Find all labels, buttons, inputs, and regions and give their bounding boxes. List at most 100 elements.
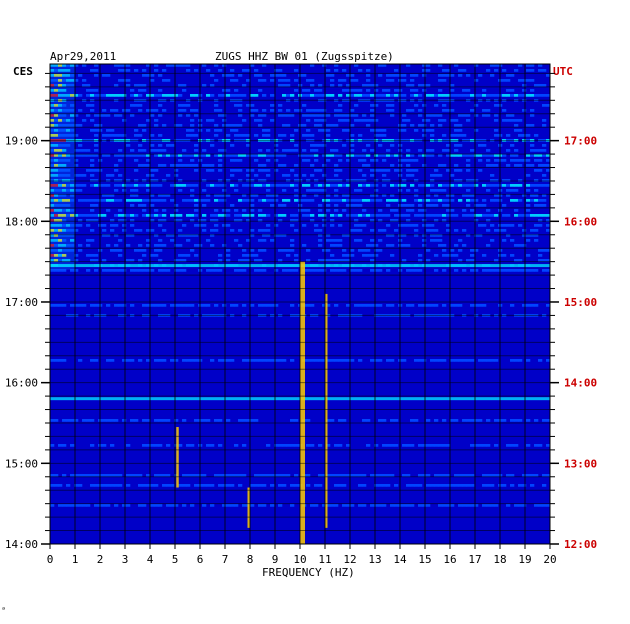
spectrogram-cell [114,84,119,87]
spectrogram-cell [158,149,163,152]
spectrogram-cell [454,94,459,97]
spectrogram-cell [238,179,243,182]
spectrogram-cell [378,269,383,272]
spectrogram-cell [134,214,139,217]
spectrogram-cell [358,184,363,187]
spectrogram-cell [382,474,387,477]
spectrogram-area [49,63,551,545]
spectrogram-cell [358,249,363,252]
spectrogram-cell [266,149,271,152]
spectrogram-cell [242,419,247,422]
spectrogram-cell [466,94,471,97]
spectrogram-cell [442,204,447,207]
spectrogram-cell [454,129,459,132]
spectrogram-cell [446,229,451,232]
spectrogram-cell [462,484,467,487]
spectrogram-cell [110,359,115,362]
spectrogram-cell [546,359,551,362]
spectrogram-cell [450,154,455,157]
spectrogram-cell [322,259,327,262]
spectrogram-cell [114,169,119,172]
spectrogram-cell [390,359,395,362]
spectrogram-cell [514,504,519,507]
spectrogram-cell [62,359,67,362]
spectrogram-cell [58,129,63,132]
spectral-line [247,487,250,528]
spectrogram-cell [374,184,379,187]
spectrogram-cell [366,89,371,92]
spectrogram-cell [150,194,155,197]
spectrogram-cell [318,209,323,212]
spectrogram-cell [166,194,171,197]
spectrogram-cell [422,199,427,202]
spectrogram-cell [426,304,431,307]
spectrogram-cell [78,359,83,362]
spectrogram-cell [306,189,311,192]
spectrogram-cell [366,144,371,147]
x-tick-label: 12 [343,553,356,566]
spectrogram-cell [418,84,423,87]
spectrogram-cell [470,249,475,252]
spectrogram-cell [190,249,195,252]
spectrogram-cell [426,444,431,447]
spectrogram-cell [222,149,227,152]
spectrogram-cell [406,444,411,447]
spectrogram-cell [362,214,367,217]
spectrogram-cell [90,214,95,217]
spectrogram-cell [154,244,159,247]
spectrogram-cell [390,79,395,82]
spectrogram-cell [290,484,295,487]
spectrogram-cell [114,244,119,247]
spectrogram-cell [206,199,211,202]
spectrogram-cell [326,94,331,97]
spectrogram-cell [74,134,79,137]
spectrogram-cell [254,109,259,112]
spectrogram-cell [486,69,491,72]
spectrogram-cell [326,204,331,207]
spectrogram-cell [74,174,79,177]
spectrogram-cell [394,419,399,422]
spectrogram-cell [270,474,275,477]
spectrogram-cell [506,194,511,197]
spectrogram-cell [454,144,459,147]
spectrogram-cell [74,79,79,82]
spectrogram-cell [302,114,307,117]
spectrogram-cell [350,154,355,157]
spectrogram-cell [526,79,531,82]
spectrogram-cell [354,239,359,242]
spectrogram-cell [178,244,183,247]
spectrogram-cell [346,84,351,87]
spectrogram-cell [302,149,307,152]
spectrogram-cell [270,504,275,507]
spectrogram-cell [94,89,99,92]
spectrogram-cell [394,219,399,222]
spectrogram-cell [302,134,307,137]
spectrogram-cell [342,199,347,202]
spectrogram-cell [90,259,95,262]
spectrogram-cell [302,124,307,127]
spectrogram-cell [354,94,359,97]
spectrogram-cell [422,239,427,242]
spectrogram-cell [78,304,83,307]
spectrogram-cell [534,239,539,242]
spectrogram-cell [62,69,67,72]
spectrogram-cell [134,474,139,477]
spectrogram-cell [366,124,371,127]
spectrogram-cell [290,244,295,247]
spectrogram-cell [534,224,539,227]
spectrogram-cell [330,219,335,222]
spectrogram-cell [182,104,187,107]
spectrogram-cell [154,119,159,122]
spectrogram-cell [150,74,155,77]
spectrogram-cell [286,114,291,117]
spectrogram-cell [418,259,423,262]
spectrogram-cell [238,214,243,217]
spectrogram-cell [82,149,87,152]
spectrogram-cell [510,254,515,257]
spectrogram-cell [454,134,459,137]
spectrogram-cell [154,419,159,422]
spectrogram-cell [66,144,71,147]
spectrogram-cell [202,214,207,217]
spectrogram-cell [350,474,355,477]
spectrogram-cell [154,64,159,67]
